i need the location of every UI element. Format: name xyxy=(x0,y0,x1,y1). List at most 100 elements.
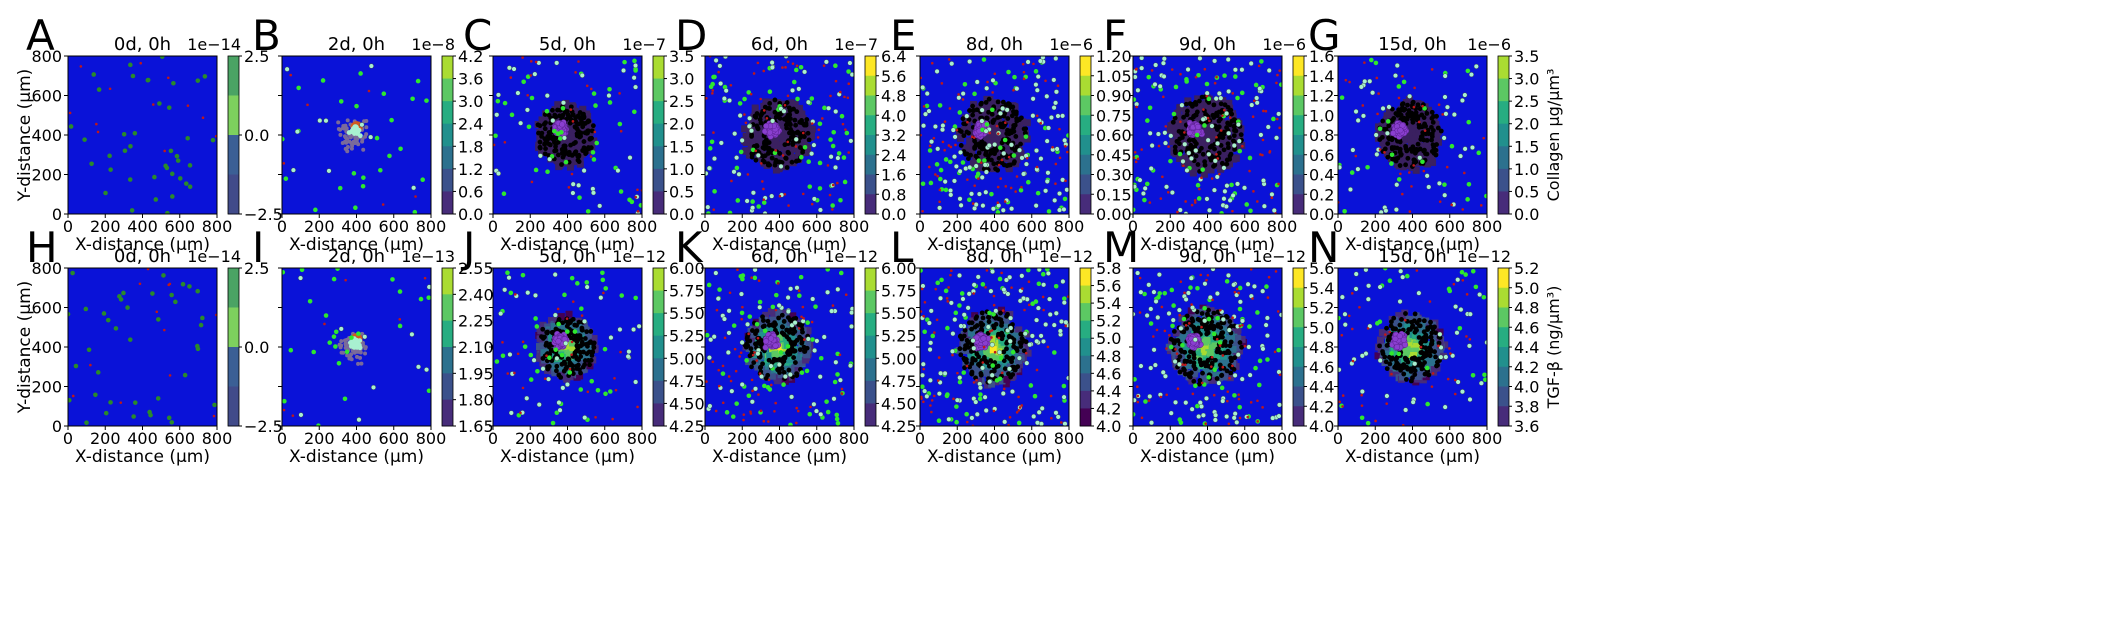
colorbar-band xyxy=(653,56,664,80)
fibroblast-cell xyxy=(390,277,395,282)
colorbar-scale: 1e−13 xyxy=(401,247,455,266)
debris-cell xyxy=(996,185,1000,189)
fibroblast-cell xyxy=(145,77,151,83)
immune-cell xyxy=(1037,58,1043,64)
fibroblast-cell xyxy=(712,189,717,194)
fibroblast-cell xyxy=(772,150,778,156)
debris-cell xyxy=(817,128,821,131)
debris-cell xyxy=(306,103,309,107)
immune-cell xyxy=(746,123,752,129)
debris-cell xyxy=(1438,200,1442,203)
immune-cell xyxy=(817,207,823,213)
matrix-cell xyxy=(347,139,352,144)
necrotic-cell xyxy=(758,120,764,126)
debris-cell xyxy=(1375,76,1379,80)
necrotic-cell xyxy=(586,145,591,150)
necrotic-cell xyxy=(1390,156,1395,162)
fibroblast-cell xyxy=(802,144,808,150)
necrotic-cell xyxy=(587,362,592,368)
necrotic-cell xyxy=(584,329,590,335)
debris-cell xyxy=(996,132,1000,135)
immune-cell xyxy=(967,164,973,170)
fibroblast-cell xyxy=(200,315,205,321)
necrotic-cell xyxy=(1430,120,1436,125)
necrotic-cell xyxy=(1429,131,1435,137)
immune-cell xyxy=(734,155,740,161)
necrotic-cell xyxy=(1013,109,1019,115)
immune-cell xyxy=(770,118,776,124)
ecm-cell xyxy=(976,164,984,172)
debris-cell xyxy=(1251,115,1255,119)
necrotic-cell xyxy=(1379,134,1385,140)
necrotic-cell xyxy=(1395,112,1401,118)
ecm-cell xyxy=(557,313,565,321)
ecm-cell xyxy=(566,135,574,143)
debris-cell xyxy=(1376,112,1379,116)
immune-cell xyxy=(506,65,512,71)
debris-cell xyxy=(1203,67,1207,71)
necrotic-cell xyxy=(995,99,1001,105)
debris-cell xyxy=(762,109,766,112)
immune-cell xyxy=(298,275,304,281)
immune-cell xyxy=(1044,93,1050,99)
necrotic-cell xyxy=(566,152,572,158)
ecm-cell xyxy=(986,159,994,167)
matrix-cell xyxy=(339,350,344,355)
debris-cell xyxy=(786,140,790,144)
immune-cell xyxy=(1053,100,1059,106)
ecm-cell xyxy=(783,106,791,114)
necrotic-cell xyxy=(992,151,997,157)
debris-cell xyxy=(847,82,851,86)
immune-cell xyxy=(1182,141,1188,147)
fibroblast-cell xyxy=(177,176,183,181)
necrotic-cell xyxy=(1414,146,1419,152)
debris-cell xyxy=(1261,138,1265,142)
debris-cell xyxy=(1193,201,1197,204)
debris-cell xyxy=(186,104,190,107)
fibroblast-cell xyxy=(844,130,850,136)
fibroblast-cell xyxy=(415,78,421,84)
fibroblast-cell xyxy=(1449,143,1455,149)
colorbar-tick-label: 1.5 xyxy=(669,137,694,156)
necrotic-cell xyxy=(1007,101,1012,107)
matrix-cell xyxy=(338,132,343,137)
fibroblast-cell xyxy=(349,335,354,340)
immune-cell xyxy=(1137,177,1143,183)
immune-cell xyxy=(1045,170,1051,176)
colorbar-band xyxy=(442,78,453,102)
colorbar-band xyxy=(865,56,876,77)
debris-cell xyxy=(1200,176,1203,180)
colorbar-band xyxy=(1498,101,1509,125)
necrotic-cell xyxy=(580,364,586,370)
fibroblast-cell xyxy=(327,340,333,345)
matrix-cell xyxy=(347,356,352,361)
x-tick-label: 800 xyxy=(416,429,447,448)
debris-cell xyxy=(619,129,623,133)
debris-cell xyxy=(79,65,83,68)
necrotic-cell xyxy=(1230,138,1236,144)
tumor-cell xyxy=(1194,123,1202,130)
immune-cell xyxy=(1215,140,1221,146)
panel-title: 15d, 0h xyxy=(1378,34,1447,55)
necrotic-cell xyxy=(970,108,976,114)
fibroblast-cell xyxy=(1339,95,1345,100)
colorbar-tick-label: 3.0 xyxy=(669,70,694,89)
necrotic-cell xyxy=(986,109,991,115)
necrotic-cell xyxy=(793,122,799,128)
debris-cell xyxy=(993,72,997,76)
debris-cell xyxy=(1000,158,1004,162)
fibroblast-cell xyxy=(73,363,79,369)
colorbar-band xyxy=(442,101,453,125)
immune-cell xyxy=(1038,156,1044,162)
debris-cell xyxy=(1221,114,1224,117)
matrix-cell xyxy=(355,349,360,354)
ecm-cell xyxy=(584,140,592,148)
necrotic-cell xyxy=(1419,134,1425,139)
fibroblast-cell xyxy=(1466,119,1472,125)
fibroblast-cell xyxy=(738,149,744,155)
debris-cell xyxy=(936,174,939,178)
fibroblast-cell xyxy=(761,200,767,205)
debris-cell xyxy=(398,318,402,321)
necrotic-cell xyxy=(772,97,778,103)
immune-cell xyxy=(849,72,854,78)
